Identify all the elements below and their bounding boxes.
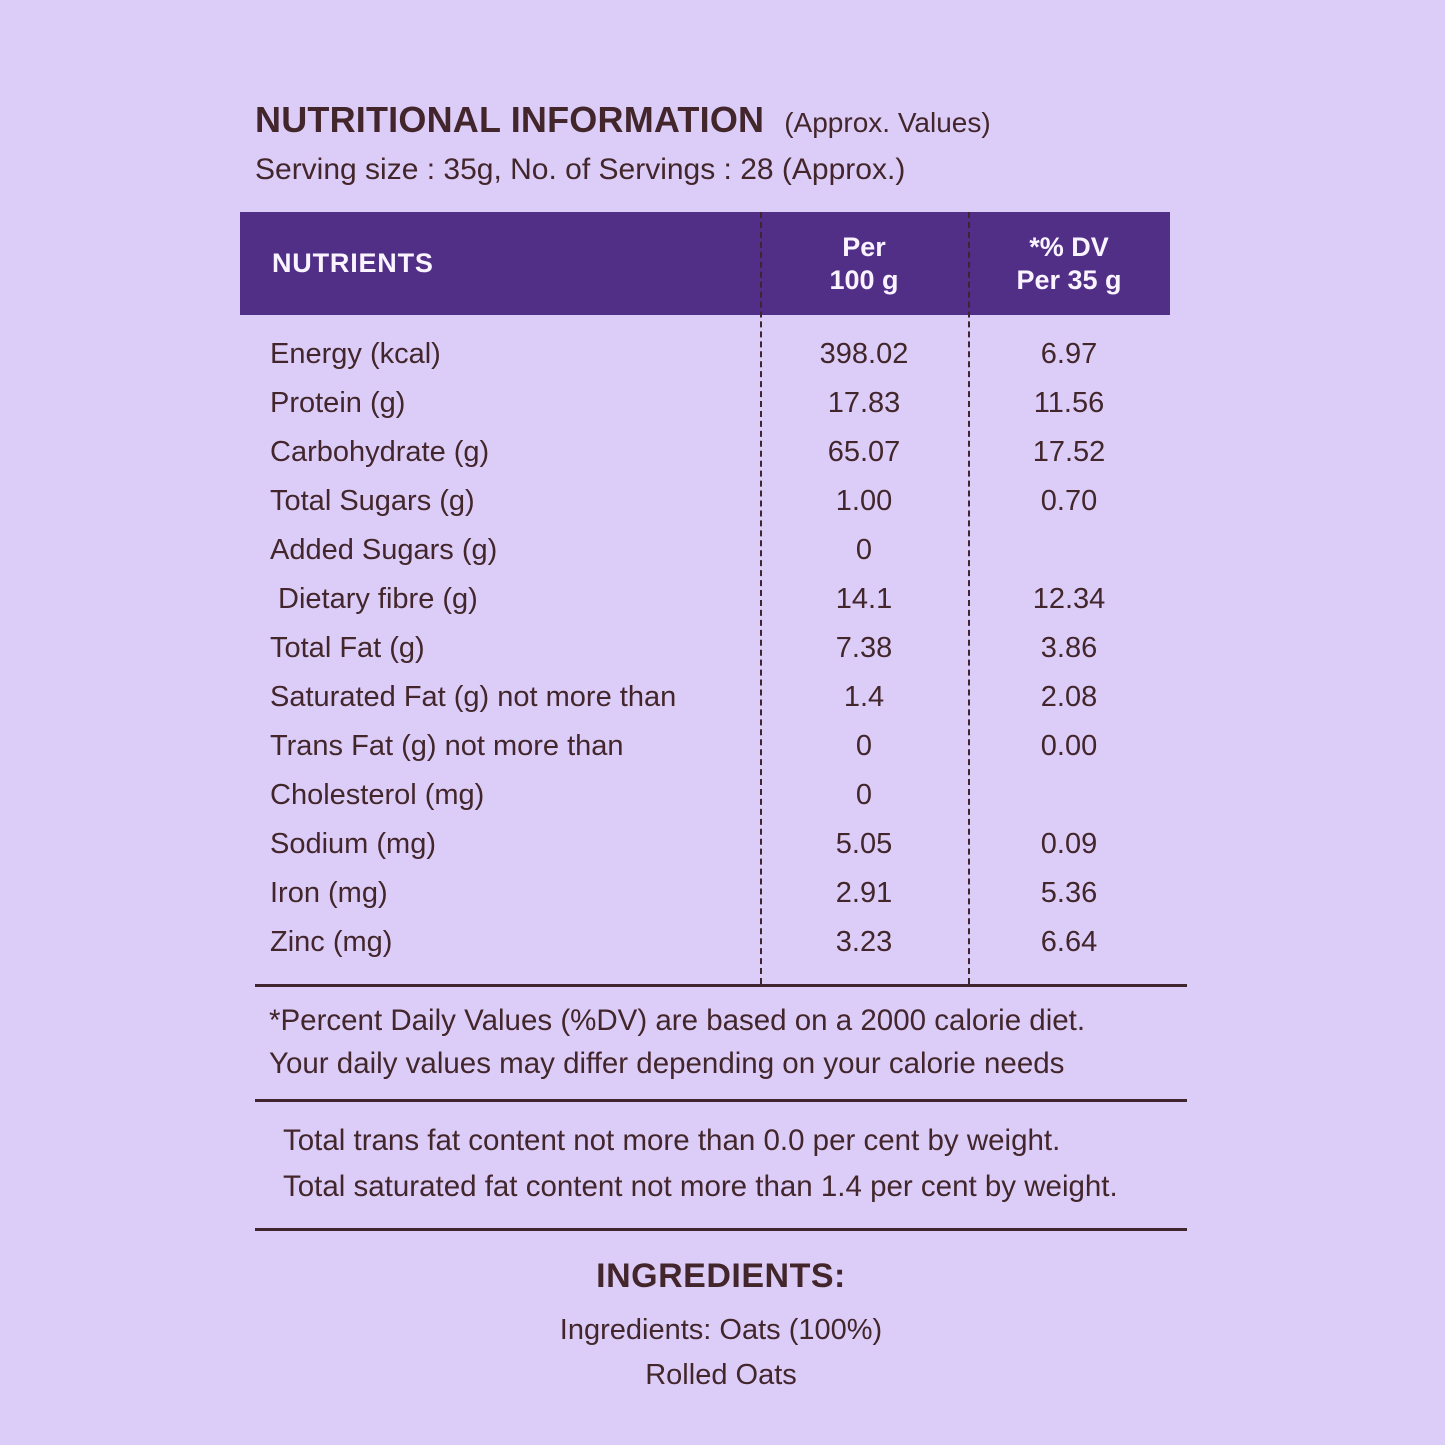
table-row: Total Sugars (g) 1.00 0.70 <box>240 477 1170 526</box>
table-row: Added Sugars (g) 0 <box>240 526 1170 575</box>
daily-value-note-line1: *Percent Daily Values (%DV) are based on… <box>269 1004 1086 1037</box>
divider-below-table <box>255 984 1187 987</box>
nutrient-name: Carbohydrate (g) <box>270 436 490 468</box>
column-header-per-100g: Per 100 g <box>760 231 968 297</box>
nutrient-per-100g-value: 65.07 <box>827 436 901 468</box>
nutrient-dv-value: 12.34 <box>1032 583 1106 615</box>
nutrient-per-100g-value: 1.4 <box>843 681 885 713</box>
nutrient-dv-value: 0.70 <box>1040 485 1098 517</box>
table-body: Energy (kcal) 398.02 6.97 Protein (g) 17… <box>240 315 1170 984</box>
trans-fat-note-line: Total trans fat content not more than 0.… <box>283 1124 1061 1157</box>
column-header-dv-line1: *% DV <box>1029 231 1109 262</box>
nutrient-name: Dietary fibre (g) <box>278 583 478 615</box>
label-content: NUTRITIONAL INFORMATION (Approx. Values)… <box>240 100 1187 1392</box>
nutrient-per-100g-value: 0 <box>855 779 873 811</box>
table-row: Protein (g) 17.83 11.56 <box>240 379 1170 428</box>
nutrient-dv-value: 6.97 <box>1040 338 1098 370</box>
daily-value-note-line2: Your daily values may differ depending o… <box>269 1047 1065 1080</box>
ingredients-subline: Rolled Oats <box>645 1359 797 1391</box>
table-row: Total Fat (g) 7.38 3.86 <box>240 624 1170 673</box>
title-row: NUTRITIONAL INFORMATION (Approx. Values) <box>255 100 1187 140</box>
table-row: Zinc (mg) 3.23 6.64 <box>240 918 1170 967</box>
nutrient-name: Zinc (mg) <box>270 926 393 958</box>
nutrient-dv-value: 6.64 <box>1040 926 1098 958</box>
nutrient-name: Trans Fat (g) not more than <box>270 730 624 762</box>
saturated-fat-note-line: Total saturated fat content not more tha… <box>283 1170 1118 1203</box>
table-row: Energy (kcal) 398.02 6.97 <box>240 330 1170 379</box>
table-row: Saturated Fat (g) not more than 1.4 2.08 <box>240 673 1170 722</box>
ingredients-section: INGREDIENTS: Ingredients: Oats (100%) Ro… <box>255 1257 1187 1392</box>
nutrient-dv-value: 0.00 <box>1040 730 1098 762</box>
nutrient-per-100g-value: 3.23 <box>835 926 893 958</box>
nutrient-per-100g-value: 0 <box>855 534 873 566</box>
nutrient-name: Cholesterol (mg) <box>270 779 485 811</box>
nutrient-per-100g-value: 1.00 <box>835 485 893 517</box>
table-row: Iron (mg) 2.91 5.36 <box>240 869 1170 918</box>
column-header-dv-per-35g: *% DV Per 35 g <box>968 231 1170 297</box>
daily-value-note: *Percent Daily Values (%DV) are based on… <box>255 999 1187 1085</box>
column-header-per-100g-line2: 100 g <box>829 264 899 295</box>
column-divider-2 <box>968 212 970 984</box>
nutrient-per-100g-value: 0 <box>855 730 873 762</box>
column-divider-1 <box>760 212 762 984</box>
nutrient-name: Iron (mg) <box>270 877 388 909</box>
nutrient-dv-value: 17.52 <box>1032 436 1106 468</box>
nutrient-name: Total Sugars (g) <box>270 485 475 517</box>
nutrient-dv-value: 5.36 <box>1040 877 1098 909</box>
nutrition-table: NUTRIENTS Per 100 g *% DV Per 35 g Energ… <box>240 212 1185 984</box>
nutrient-dv-value: 0.09 <box>1040 828 1098 860</box>
nutrient-name: Protein (g) <box>270 387 406 419</box>
table-row: Trans Fat (g) not more than 0 0.00 <box>240 722 1170 771</box>
divider-below-dv-note <box>255 1099 1187 1102</box>
table-row: Dietary fibre (g) 14.1 12.34 <box>240 575 1170 624</box>
nutrient-per-100g-value: 398.02 <box>819 338 909 370</box>
table-row: Cholesterol (mg) 0 <box>240 771 1170 820</box>
column-header-dv-line2: Per 35 g <box>1016 264 1122 295</box>
title-approx-note: (Approx. Values) <box>784 107 991 138</box>
column-header-per-100g-line1: Per <box>842 231 886 262</box>
divider-below-fat-note <box>255 1228 1187 1231</box>
fat-content-note: Total trans fat content not more than 0.… <box>255 1118 1187 1210</box>
nutrient-per-100g-value: 17.83 <box>827 387 901 419</box>
serving-size-line: Serving size : 35g, No. of Servings : 28… <box>255 153 906 186</box>
ingredients-heading: INGREDIENTS: <box>596 1257 846 1295</box>
page-title: NUTRITIONAL INFORMATION <box>255 99 765 140</box>
table-row: Sodium (mg) 5.05 0.09 <box>240 820 1170 869</box>
column-header-nutrients: NUTRIENTS <box>272 248 434 278</box>
nutrient-dv-value: 11.56 <box>1033 387 1105 419</box>
nutrient-per-100g-value: 5.05 <box>835 828 893 860</box>
ingredients-list: Ingredients: Oats (100%) <box>559 1314 883 1346</box>
nutrient-dv-value: 3.86 <box>1040 632 1098 664</box>
nutrient-name: Sodium (mg) <box>270 828 436 860</box>
nutrient-name: Added Sugars (g) <box>270 534 498 566</box>
nutrient-name: Energy (kcal) <box>270 338 441 370</box>
nutrient-dv-value: 2.08 <box>1040 681 1098 713</box>
nutrient-per-100g-value: 14.1 <box>835 583 893 615</box>
table-row: Carbohydrate (g) 65.07 17.52 <box>240 428 1170 477</box>
nutrient-per-100g-value: 7.38 <box>835 632 893 664</box>
nutrient-name: Total Fat (g) <box>270 632 425 664</box>
nutrient-per-100g-value: 2.91 <box>835 877 893 909</box>
nutrient-name: Saturated Fat (g) not more than <box>270 681 677 713</box>
table-header-row: NUTRIENTS Per 100 g *% DV Per 35 g <box>240 212 1170 315</box>
